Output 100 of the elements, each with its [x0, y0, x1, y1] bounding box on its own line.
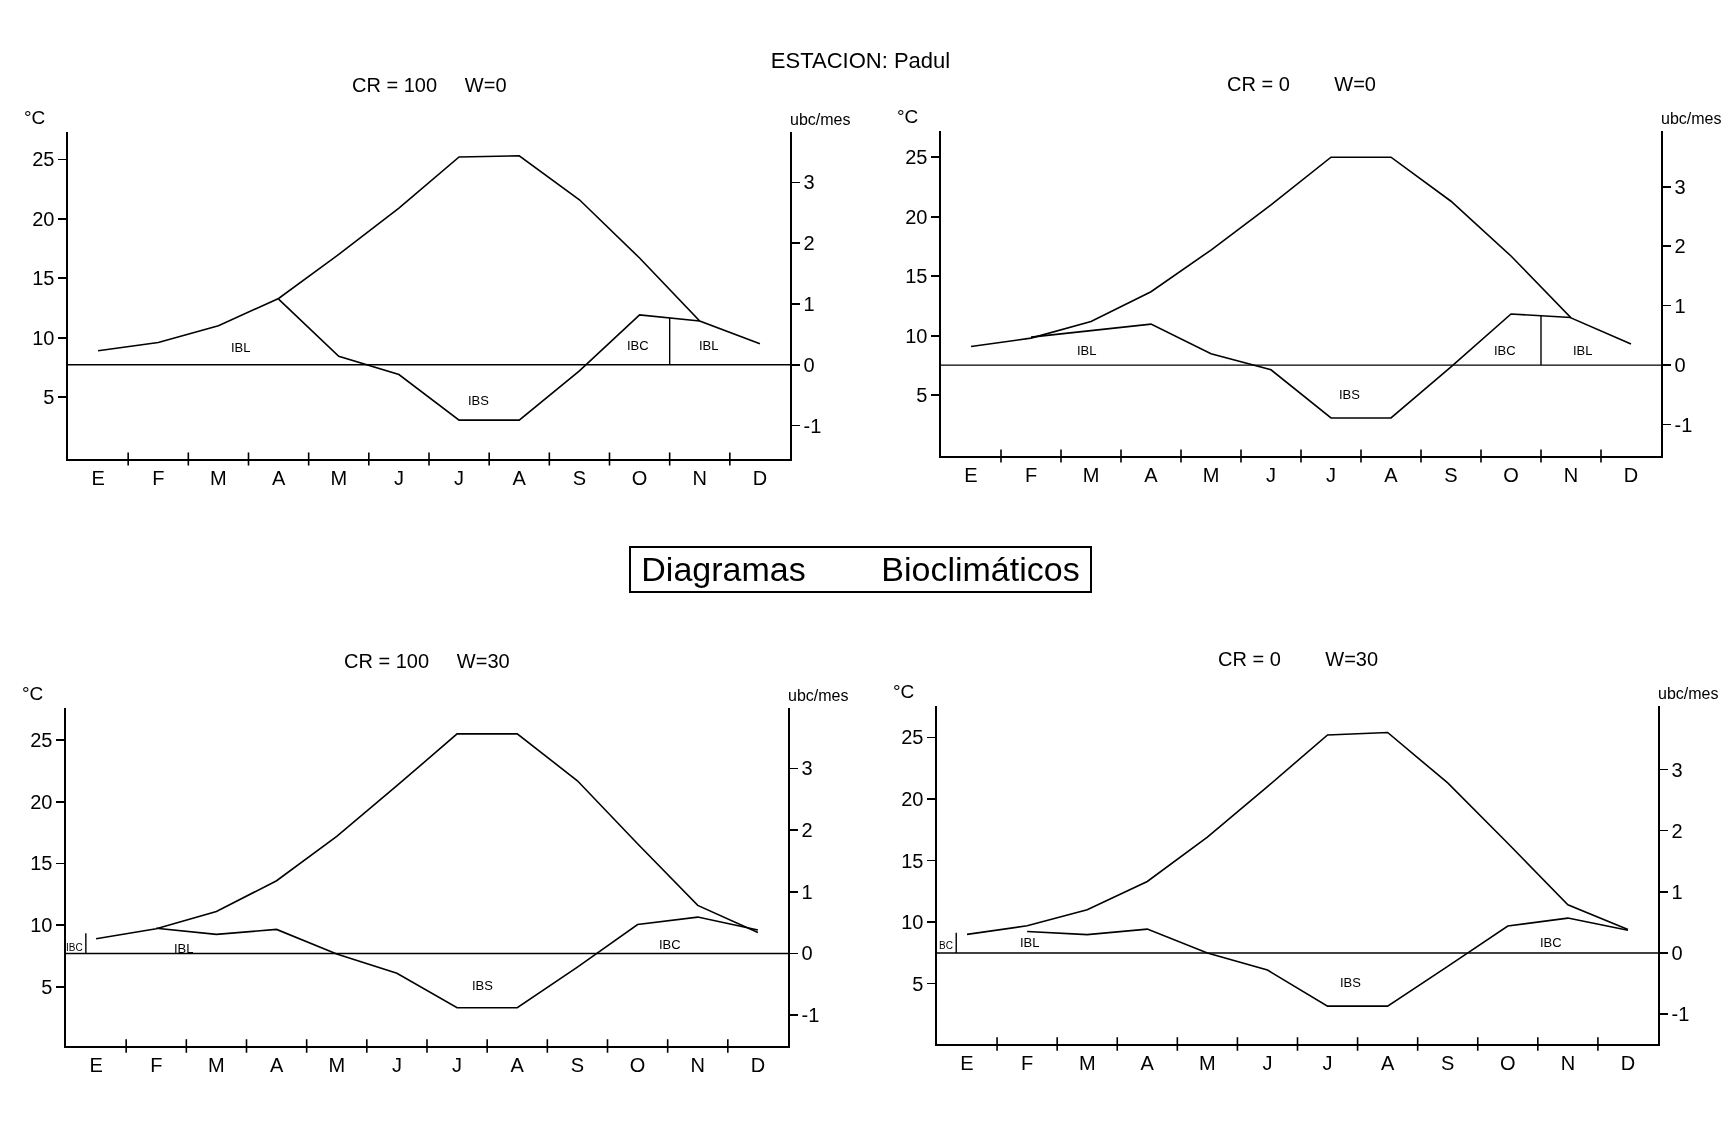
y-tick-label: 25 [905, 146, 928, 169]
annotation: IBL [1020, 935, 1040, 950]
annotation: BC [939, 940, 953, 951]
y2-tick-label: 2 [803, 232, 815, 255]
x-tick-label: S [570, 1053, 585, 1076]
x-tick-label: D [750, 1053, 766, 1076]
y-tick-label: 15 [30, 852, 53, 875]
x-tick-label: S [1444, 463, 1458, 486]
y-tick-label: 15 [901, 849, 924, 872]
x-tick-label: O [1503, 463, 1519, 486]
y2-tick-label: 2 [801, 819, 813, 842]
y-tick-label: 5 [912, 972, 924, 995]
x-tick-label: F [152, 466, 165, 489]
chart-title: CR = 0 W=30 [1218, 648, 1379, 670]
y-tick-label: 25 [30, 729, 53, 752]
x-tick-label: A [269, 1053, 284, 1076]
y2-tick-label: 1 [803, 293, 815, 316]
annotation: IBC [1494, 343, 1516, 358]
y2-tick-label: -1 [803, 414, 822, 437]
x-tick-label: N [1563, 463, 1579, 486]
y-tick-label: 20 [901, 787, 924, 810]
y2-tick-label: 0 [803, 353, 815, 376]
y2-tick-label: 0 [801, 942, 813, 965]
text: Diagramas Bioclimáticos [629, 546, 1092, 593]
y2-tick-label: 0 [1674, 354, 1686, 377]
y-tick-label: 5 [41, 975, 53, 998]
y-tick-label: 20 [30, 790, 53, 813]
x-tick-label: N [1560, 1051, 1576, 1074]
annotation: IBC [66, 942, 83, 953]
x-tick-label: M [330, 466, 348, 489]
y2-tick-label: 3 [801, 757, 813, 780]
y-tick-label: 25 [32, 148, 55, 171]
y-tick-label: 15 [905, 265, 928, 288]
annotation: IBS [1339, 387, 1361, 402]
annotation: IBL [1077, 343, 1097, 358]
x-tick-label: A [1380, 1051, 1395, 1074]
x-tick-label: M [1199, 1051, 1216, 1074]
y2-tick-label: 3 [803, 171, 815, 194]
x-tick-label: N [692, 466, 707, 489]
annotation: IBS [472, 978, 494, 993]
y2-tick-label: 1 [1674, 294, 1686, 317]
x-tick-label: S [1441, 1051, 1455, 1074]
x-tick-label: O [629, 1053, 646, 1076]
y2-tick-label: 2 [1671, 819, 1683, 842]
annotation: IBS [468, 393, 490, 408]
x-tick-label: F [1021, 1051, 1034, 1074]
x-tick-label: E [960, 1051, 974, 1074]
annotation: IBS [1340, 975, 1362, 990]
annotation: IBL [174, 941, 194, 956]
y2-tick-label: 3 [1671, 758, 1683, 781]
x-tick-label: A [271, 466, 286, 489]
x-tick-label: J [452, 1053, 463, 1076]
y-tick-label: 5 [916, 384, 928, 407]
y-tick-label: 20 [32, 207, 55, 230]
y2-axis-title: ubc/mes [1658, 685, 1719, 702]
x-tick-label: A [510, 1053, 525, 1076]
x-tick-label: O [631, 466, 648, 489]
x-tick-label: D [1620, 1051, 1636, 1074]
x-tick-label: M [208, 1053, 225, 1076]
x-tick-label: M [210, 466, 227, 489]
x-tick-label: J [1326, 463, 1336, 486]
x-tick-label: J [1262, 1051, 1273, 1074]
x-tick-label: O [1500, 1051, 1516, 1074]
x-tick-label: M [1082, 463, 1100, 486]
x-tick-label: E [89, 1053, 103, 1076]
x-tick-label: J [393, 466, 404, 489]
y2-tick-label: 3 [1674, 175, 1686, 198]
x-tick-label: D [752, 466, 768, 489]
chart-title: CR = 100 W=0 [352, 74, 507, 96]
x-tick-label: M [328, 1053, 346, 1076]
annotation: IBC [627, 338, 649, 353]
x-tick-label: S [572, 466, 587, 489]
y2-tick-label: -1 [1674, 413, 1693, 436]
y2-axis-title: ubc/mes [1661, 110, 1721, 127]
text: ESTACION: Padul [770, 48, 951, 74]
x-tick-label: M [1078, 1051, 1096, 1074]
x-tick-label: A [1144, 463, 1159, 486]
y-axis-title: °C [893, 681, 915, 702]
x-tick-label: J [1322, 1051, 1333, 1074]
x-tick-label: A [1384, 463, 1399, 486]
y-axis-title: °C [24, 107, 46, 128]
y-tick-label: 10 [905, 324, 928, 347]
y-tick-label: 10 [30, 914, 53, 937]
x-tick-label: E [91, 466, 105, 489]
y2-tick-label: -1 [801, 1004, 820, 1027]
annotation: IBC [1540, 935, 1562, 950]
y2-tick-label: -1 [1671, 1003, 1690, 1026]
x-tick-label: M [1202, 463, 1220, 486]
annotation: IBC [659, 937, 681, 952]
x-tick-label: F [150, 1053, 163, 1076]
annotation: IBL [1573, 343, 1593, 358]
y2-tick-label: 2 [1674, 235, 1686, 258]
x-tick-label: J [454, 466, 465, 489]
annotation: IBL [699, 338, 719, 353]
x-tick-label: J [1266, 463, 1276, 486]
x-tick-label: D [1623, 463, 1639, 486]
chart-title: CR = 100 W=30 [344, 650, 510, 672]
y2-axis-title: ubc/mes [788, 687, 849, 704]
y-axis-title: °C [897, 106, 919, 127]
chart-title: CR = 0 W=0 [1227, 73, 1376, 95]
